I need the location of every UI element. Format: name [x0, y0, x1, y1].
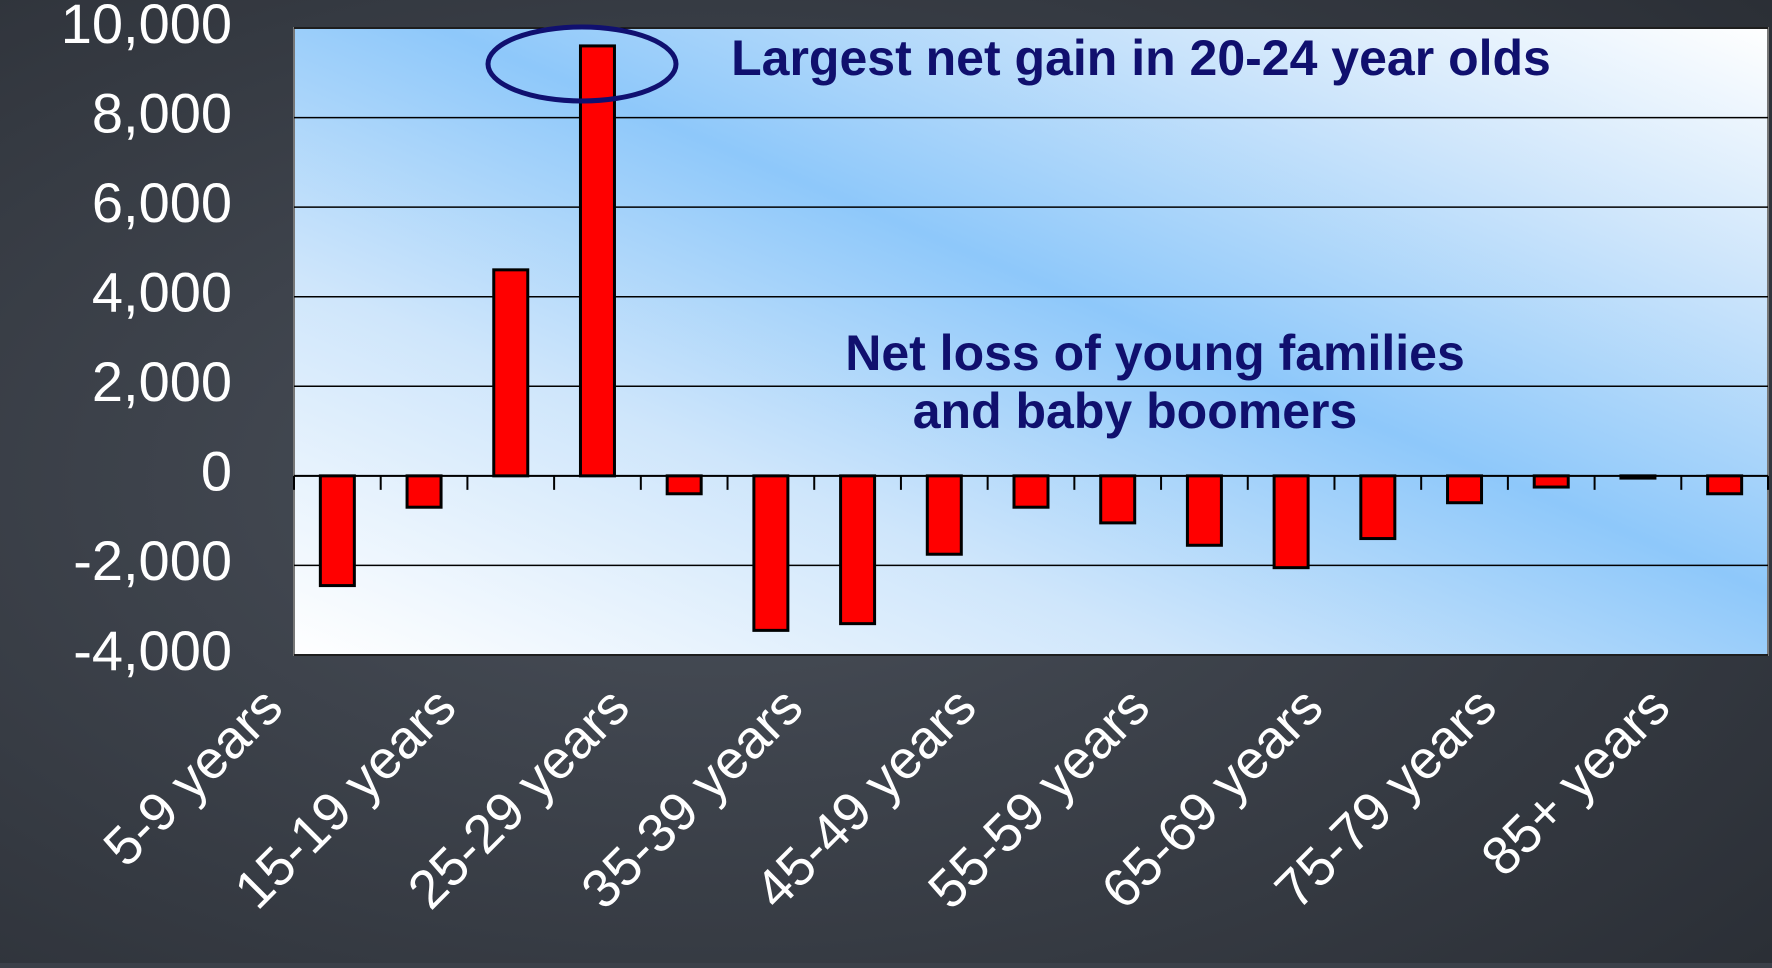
y-tick-label: 2,000: [92, 350, 232, 413]
y-tick-label: 8,000: [92, 81, 232, 144]
bar: [578, 44, 616, 478]
bar: [1359, 474, 1397, 541]
bar: [318, 474, 356, 588]
bar: [1532, 474, 1570, 489]
y-tick-label: -4,000: [73, 619, 232, 682]
y-tick-label: 6,000: [92, 171, 232, 234]
y-tick-label: 0: [201, 440, 232, 503]
bar: [665, 474, 703, 496]
annotation: Largest net gain in 20-24 year olds: [731, 30, 1551, 86]
annotation: Net loss of young families: [845, 325, 1465, 381]
plot-area: [293, 27, 1769, 656]
bar: [492, 268, 530, 478]
annotation: and baby boomers: [913, 383, 1358, 439]
y-tick-label: 4,000: [92, 261, 232, 324]
bar: [1619, 474, 1657, 480]
bar: [1099, 474, 1137, 525]
bar: [1272, 474, 1310, 570]
highlight-ellipse: [485, 24, 679, 104]
bar: [925, 474, 963, 556]
y-tick-label: 10,000: [61, 0, 232, 55]
bar: [405, 474, 443, 509]
bar: [839, 474, 877, 626]
y-tick-label: -2,000: [73, 529, 232, 592]
bar: [1446, 474, 1484, 505]
bar: [752, 474, 790, 632]
bar: [1706, 474, 1744, 496]
bar: [1012, 474, 1050, 509]
bar: [1185, 474, 1223, 547]
